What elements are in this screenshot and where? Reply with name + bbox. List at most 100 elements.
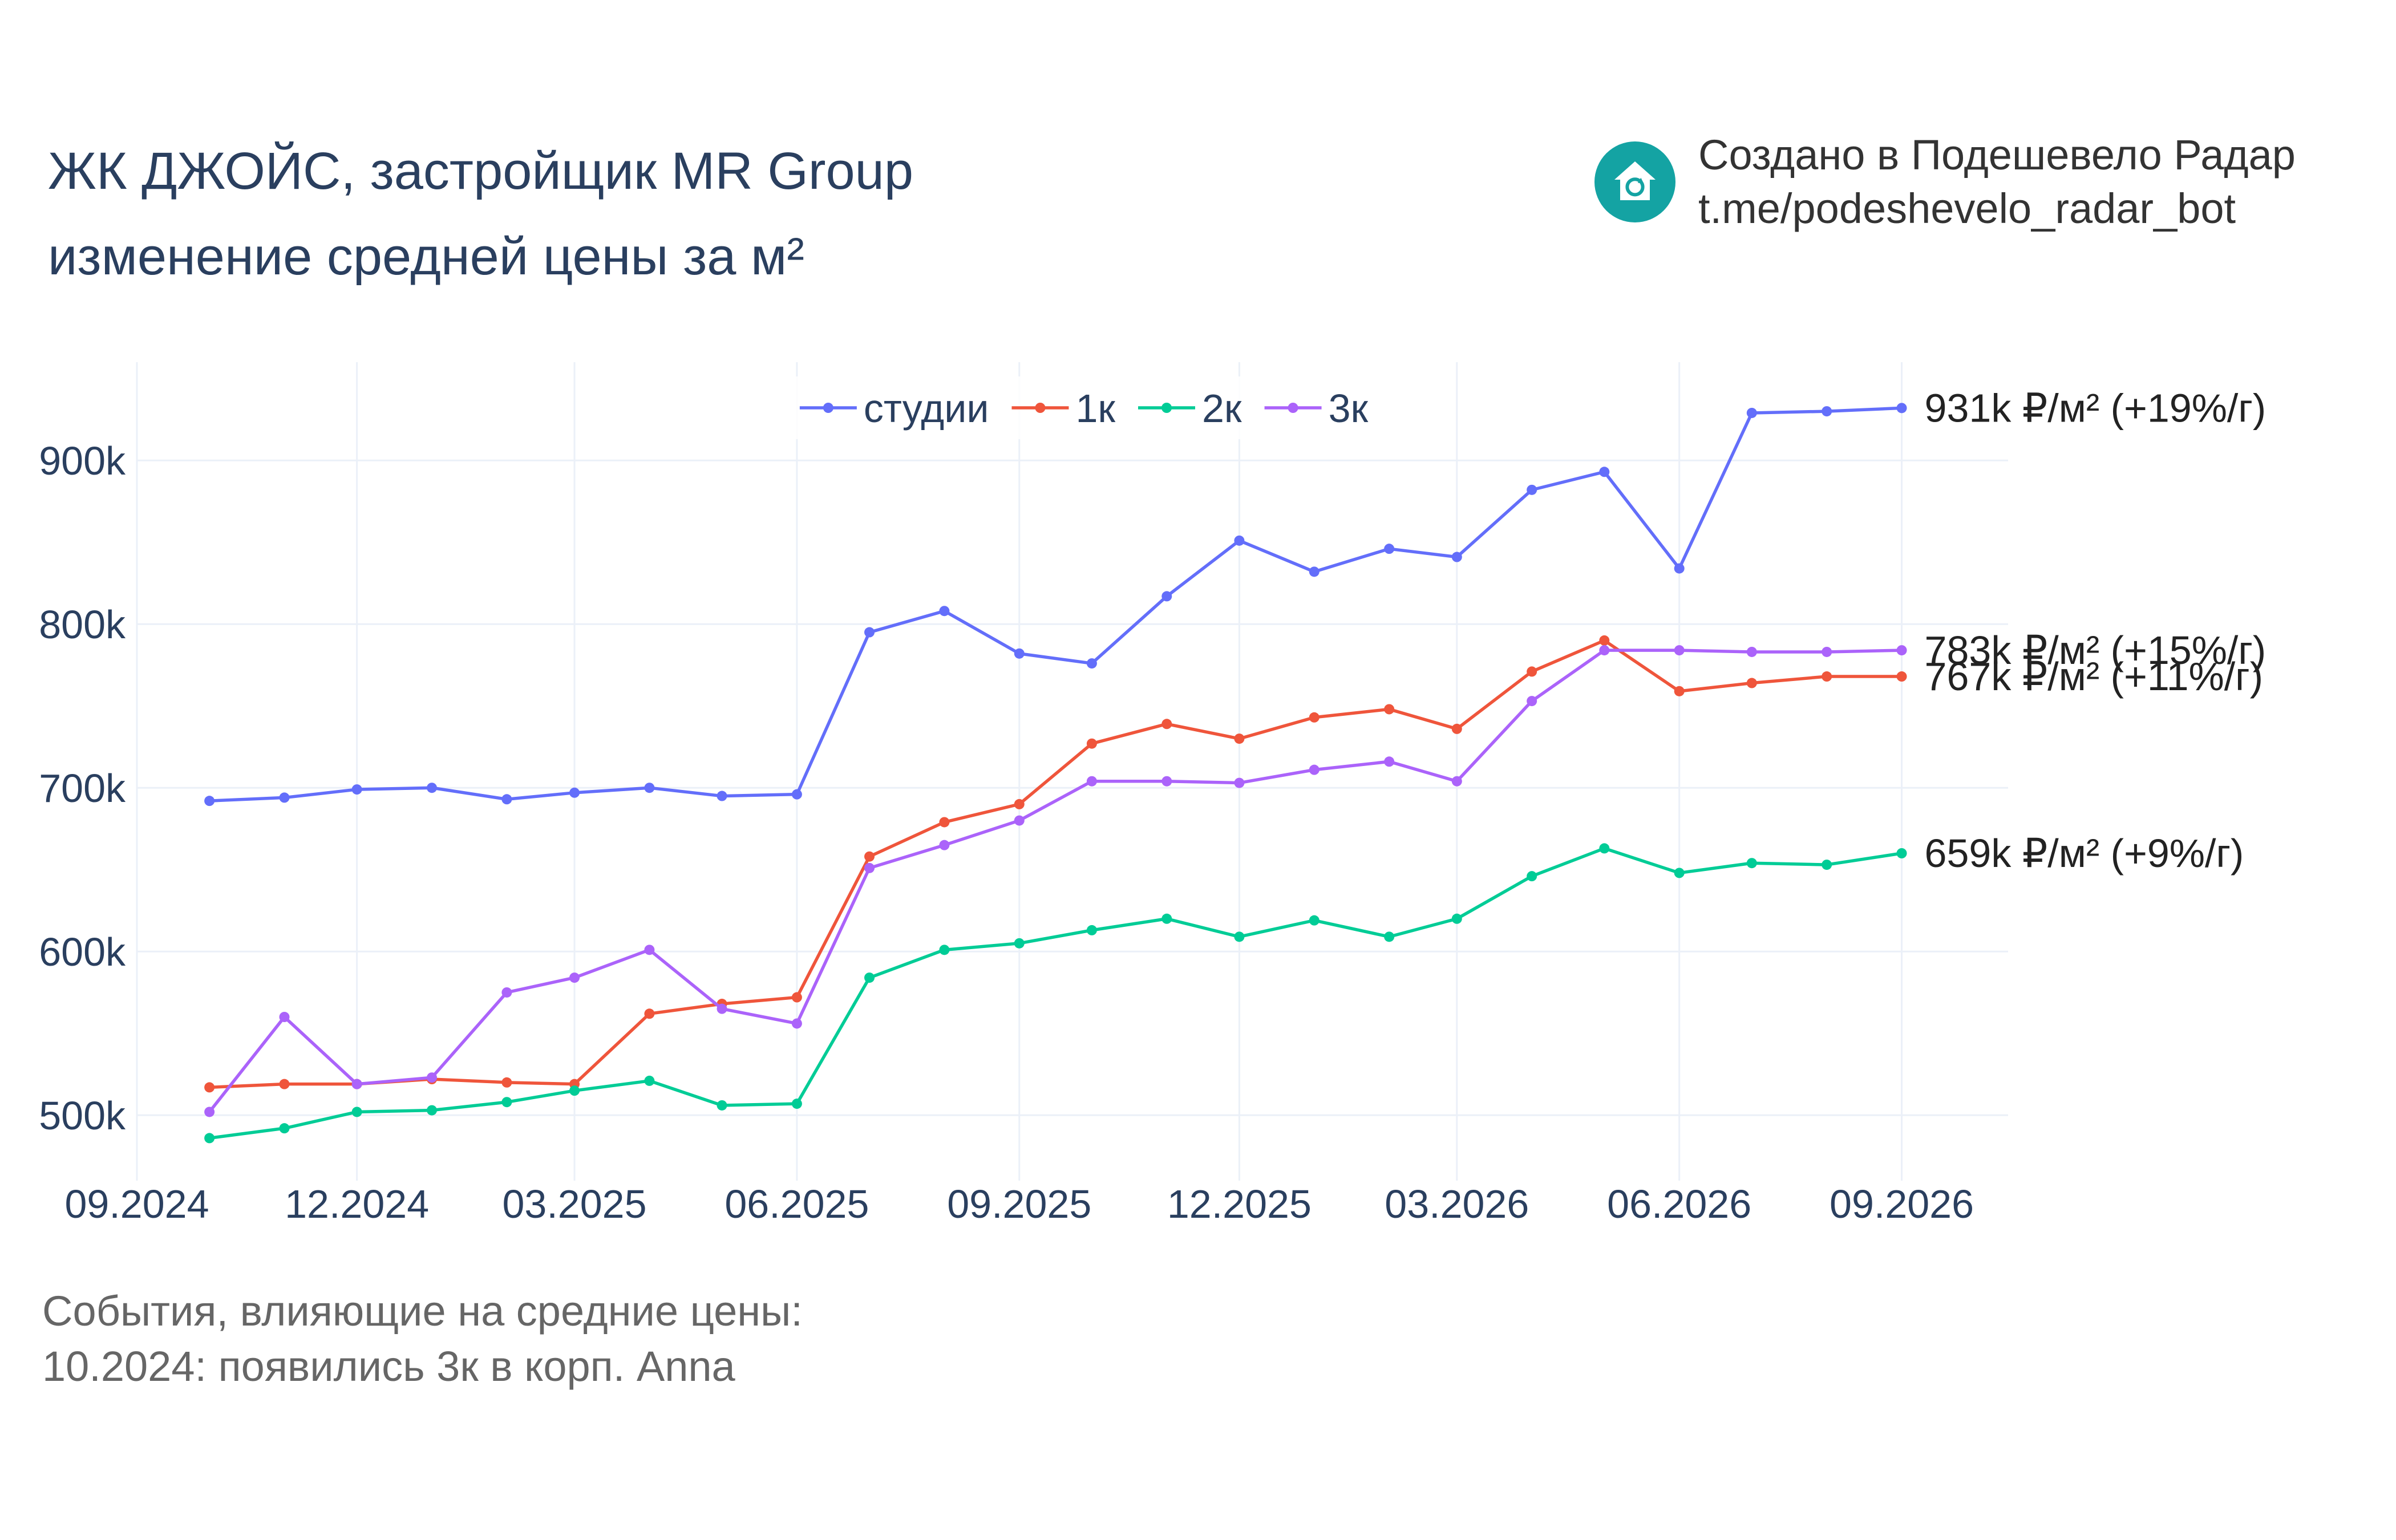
data-point — [644, 1075, 655, 1086]
data-point — [279, 792, 290, 803]
data-point — [1309, 566, 1320, 577]
data-point — [864, 627, 875, 638]
y-tick-label: 700k — [39, 766, 126, 810]
data-point — [791, 1018, 802, 1029]
data-point — [717, 791, 727, 801]
data-point — [717, 1100, 727, 1111]
data-point — [279, 1012, 290, 1022]
legend-label: 2к — [1202, 386, 1242, 431]
x-tick-label: 12.2024 — [285, 1182, 429, 1226]
data-point — [1086, 738, 1097, 749]
data-point — [791, 992, 802, 1003]
data-point — [501, 1077, 512, 1088]
x-tick-label: 06.2025 — [725, 1182, 869, 1226]
data-point — [1599, 467, 1610, 477]
y-axis-ticks: 500k 600k 700k 800k 900k — [39, 439, 126, 1138]
data-point — [1896, 671, 1907, 682]
data-point — [1896, 403, 1907, 414]
data-point — [864, 972, 875, 983]
data-point — [1674, 686, 1685, 696]
data-point — [717, 1003, 727, 1014]
data-point — [1384, 756, 1395, 767]
x-tick-label: 03.2026 — [1385, 1182, 1529, 1226]
data-point — [1746, 407, 1757, 418]
y-tick-label: 500k — [39, 1093, 126, 1138]
x-tick-label: 09.2026 — [1830, 1182, 1974, 1226]
data-point — [1451, 552, 1462, 562]
data-point — [1086, 776, 1097, 787]
data-point — [204, 1133, 215, 1144]
end-label: 931k ₽/м² (+19%/г) — [1925, 386, 2267, 430]
end-label: 767k ₽/м² (+11%/г) — [1925, 654, 2264, 699]
data-point — [1451, 723, 1462, 734]
data-point — [864, 851, 875, 862]
data-point — [1309, 764, 1320, 775]
legend-label: 3к — [1329, 386, 1369, 431]
series-line — [209, 406, 1902, 803]
data-point — [1674, 563, 1685, 574]
data-point — [427, 1105, 438, 1116]
data-point — [939, 840, 950, 850]
data-point — [1161, 591, 1172, 602]
data-point — [1234, 733, 1245, 744]
data-point — [939, 606, 950, 617]
data-point — [1014, 799, 1025, 809]
events-note-heading: События, влияющие на средние цены: — [42, 1287, 803, 1335]
data-point — [204, 796, 215, 807]
data-point — [569, 1085, 580, 1096]
data-point — [1309, 915, 1320, 926]
data-point — [1451, 776, 1462, 787]
data-point — [501, 987, 512, 998]
data-point — [1086, 925, 1097, 935]
data-point — [1896, 645, 1907, 656]
legend-label: студии — [864, 386, 989, 431]
data-point — [1822, 646, 1832, 657]
series-line — [209, 846, 1902, 1140]
house-refresh-icon — [1594, 141, 1675, 222]
data-point — [1822, 671, 1832, 682]
end-labels: 931k ₽/м² (+19%/г) 767k ₽/м² (+11%/г) 659k… — [1925, 386, 2267, 876]
legend: студии 1к 2к 3к — [788, 376, 1380, 439]
chart-title-line1: ЖК ДЖОЙС, застройщик MR Group — [48, 142, 914, 200]
data-point — [864, 862, 875, 873]
data-point — [1234, 535, 1245, 546]
y-tick-label: 600k — [39, 930, 126, 974]
y-tick-label: 800k — [39, 602, 126, 647]
end-label: 783k ₽/м² (+15%/г) — [1925, 628, 2267, 672]
credit-link[interactable]: t.me/podeshevelo_radar_bot — [1698, 185, 2236, 232]
data-point — [279, 1079, 290, 1089]
series-line — [208, 649, 1902, 1113]
legend-swatch-marker — [1288, 403, 1298, 413]
data-point — [1527, 871, 1537, 882]
data-point — [1309, 712, 1320, 723]
data-point — [1014, 648, 1025, 659]
data-point — [939, 945, 950, 955]
data-point — [1822, 860, 1832, 870]
data-point — [1746, 678, 1757, 688]
x-tick-label: 03.2025 — [503, 1182, 647, 1226]
data-point — [1384, 704, 1395, 715]
data-point — [791, 789, 802, 800]
data-point — [791, 1099, 802, 1109]
data-point — [427, 1072, 438, 1083]
data-point — [204, 1107, 215, 1117]
data-point — [1527, 484, 1537, 495]
data-point — [644, 945, 655, 955]
data-point — [1161, 913, 1172, 924]
data-point — [1599, 635, 1610, 646]
data-point — [569, 972, 580, 983]
data-point — [1599, 645, 1610, 656]
credit-block: Создано в Подешевело Радар t.me/podeshev… — [1594, 128, 2296, 236]
data-point — [1014, 938, 1025, 949]
data-point — [569, 787, 580, 798]
data-point — [1161, 776, 1172, 787]
events-note: События, влияющие на средние цены: 10.20… — [42, 1283, 803, 1394]
data-point — [1234, 931, 1245, 942]
data-point — [1896, 848, 1907, 858]
data-point — [279, 1123, 290, 1134]
chart-title: ЖК ДЖОЙС, застройщик MR Group изменение … — [48, 128, 913, 299]
data-point — [644, 1008, 655, 1019]
data-point — [1674, 645, 1685, 656]
data-point — [1234, 777, 1245, 788]
data-point — [1527, 666, 1537, 677]
